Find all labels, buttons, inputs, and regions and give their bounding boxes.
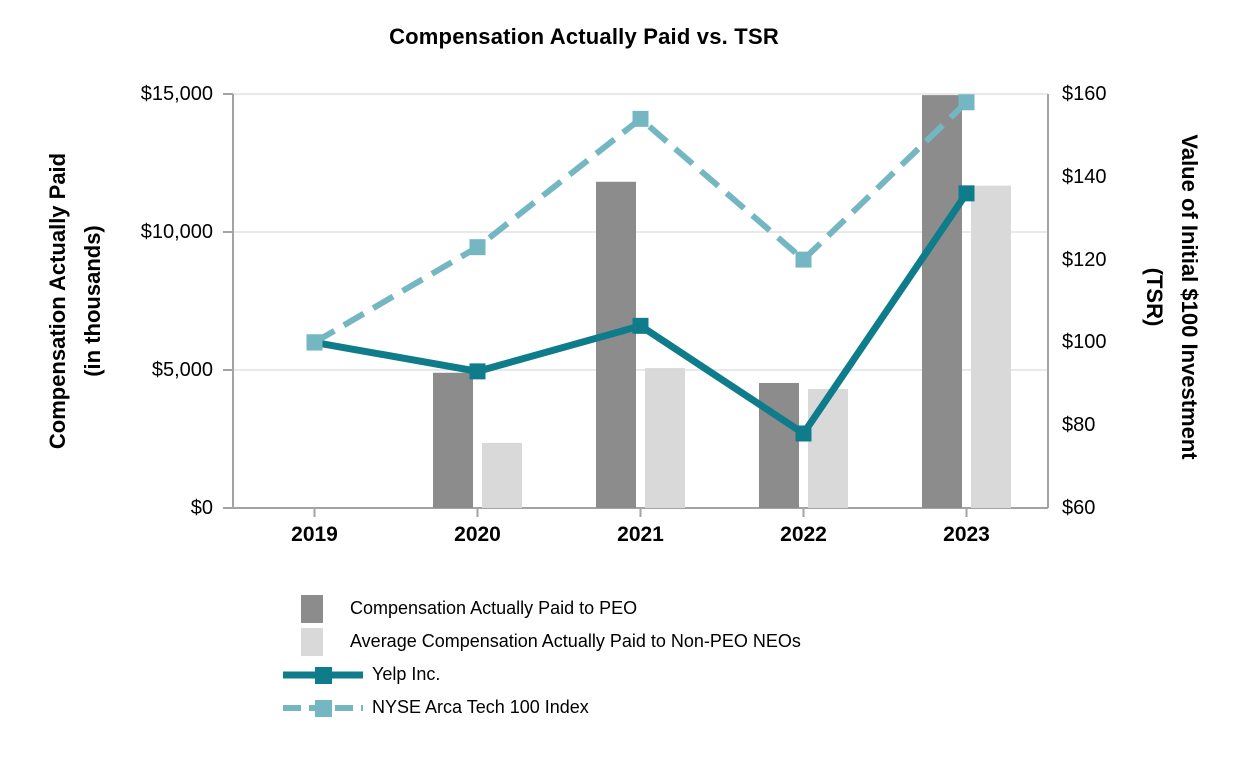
marker-nyse-2021 — [632, 110, 649, 127]
right-axis-tick-label: $120 — [1062, 248, 1107, 271]
legend-line-swatch-icon — [283, 699, 363, 717]
marker-nyse-2020 — [469, 239, 486, 256]
legend-label: Yelp Inc. — [372, 664, 441, 684]
marker-nyse-2022 — [795, 251, 812, 268]
line-yelp — [313, 191, 970, 439]
bar-peo-2022 — [759, 382, 799, 508]
left-axis-tick-label: $5,000 — [151, 359, 213, 381]
left-axis-tick-label: $15,000 — [140, 83, 213, 105]
legend-label: Average Compensation Actually Paid to No… — [350, 631, 801, 651]
legend-bar-swatch-icon — [283, 627, 341, 656]
marker-nyse-2023 — [958, 94, 975, 111]
line-nyse — [312, 100, 969, 345]
chart-title: Compensation Actually Paid vs. TSR — [389, 24, 779, 49]
legend-item-2: Yelp Inc. — [283, 658, 801, 691]
marker-nyse-2019 — [306, 334, 323, 351]
bar-peo-2023 — [922, 95, 962, 508]
legend: Compensation Actually Paid to PEO Average… — [283, 592, 801, 724]
x-axis-year-label: 2020 — [454, 523, 501, 546]
x-axis-year-label: 2022 — [780, 523, 827, 546]
bar-nonpeo-2020 — [482, 442, 522, 508]
legend-bar-swatch-icon — [283, 594, 341, 623]
bar-nonpeo-2022 — [808, 389, 848, 508]
bar-peo-2021 — [596, 181, 636, 508]
marker-yelp-2021 — [632, 317, 649, 334]
left-axis-tick-label: $10,000 — [140, 221, 213, 243]
legend-item-0: Compensation Actually Paid to PEO — [283, 592, 801, 625]
bar-nonpeo-2021 — [645, 368, 685, 508]
right-axis-tick-label: $160 — [1062, 83, 1107, 105]
marker-yelp-2022 — [795, 425, 812, 442]
bar-color-chip — [301, 594, 323, 623]
marker-yelp-2020 — [469, 363, 486, 380]
left-axis-tick-label: $0 — [190, 497, 213, 519]
legend-item-1: Average Compensation Actually Paid to No… — [283, 625, 801, 658]
x-axis-year-label: 2019 — [291, 523, 338, 546]
marker-yelp-2023 — [958, 185, 975, 202]
right-axis-tick-label: $80 — [1062, 414, 1096, 437]
right-axis-tick-label: $100 — [1062, 331, 1107, 354]
legend-item-3: NYSE Arca Tech 100 Index — [283, 691, 801, 724]
legend-line-swatch-icon — [283, 666, 363, 684]
legend-label: Compensation Actually Paid to PEO — [350, 598, 638, 618]
x-axis-year-label: 2021 — [617, 523, 664, 546]
bar-color-chip — [301, 627, 323, 656]
x-axis-year-label: 2023 — [943, 523, 990, 546]
legend-label: NYSE Arca Tech 100 Index — [372, 697, 589, 717]
bar-peo-2020 — [433, 372, 473, 508]
right-axis-tick-label: $140 — [1062, 165, 1107, 188]
right-axis-tick-label: $60 — [1062, 497, 1096, 519]
bar-nonpeo-2023 — [971, 185, 1011, 508]
